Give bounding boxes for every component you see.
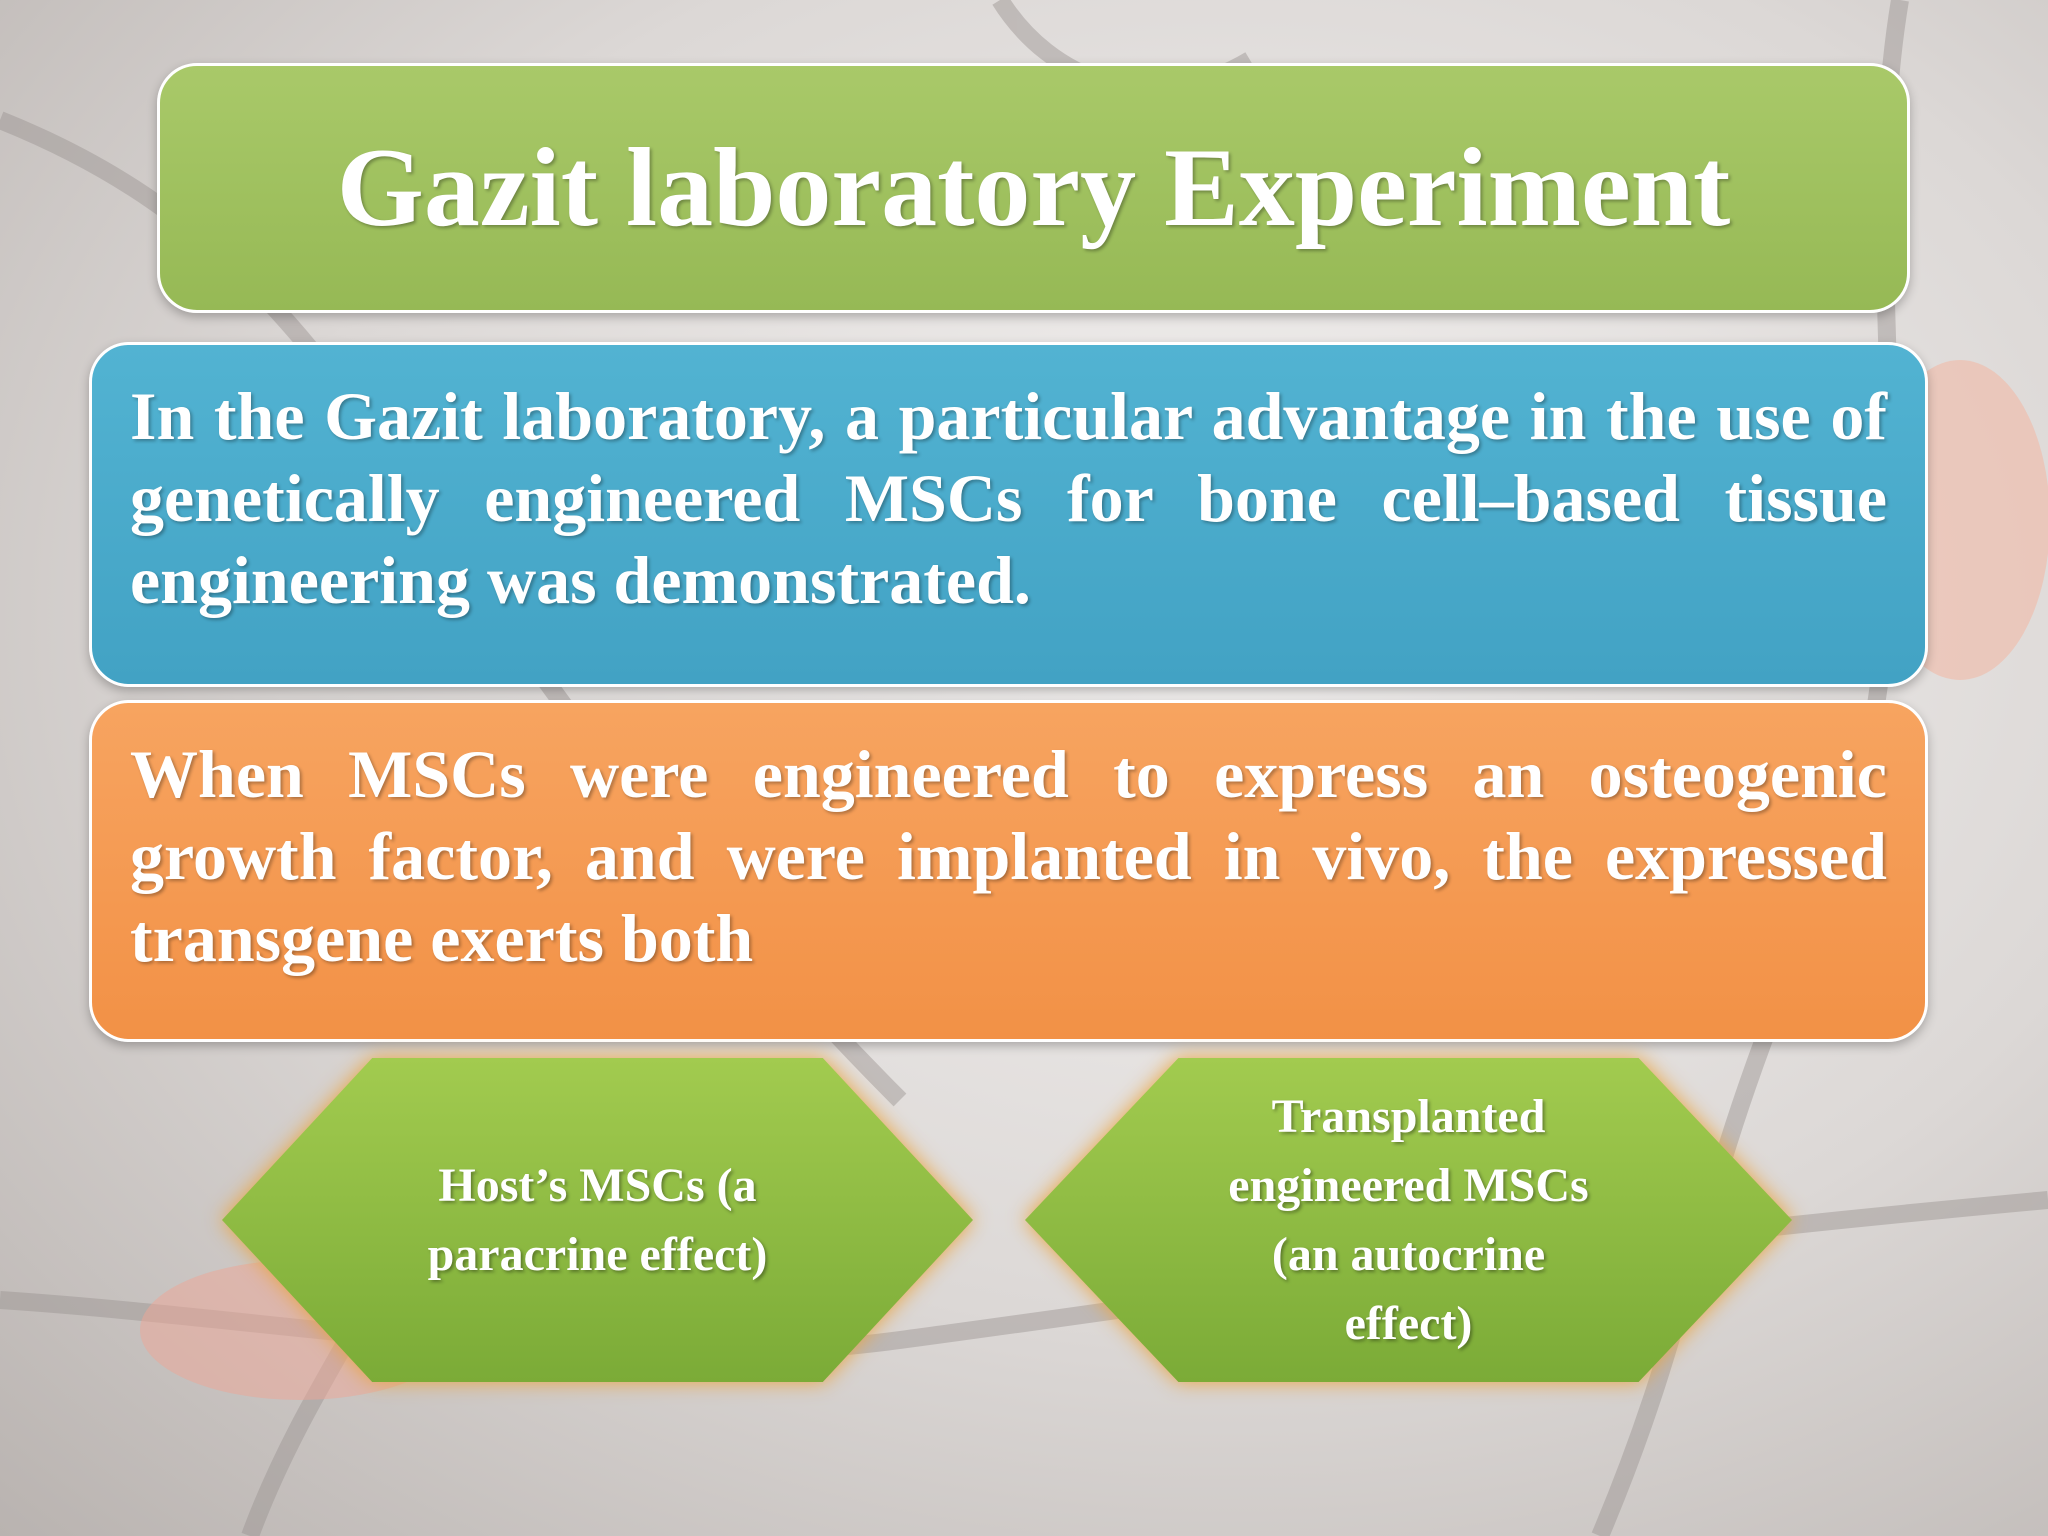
text-block: When MSCs were engineered to express an … bbox=[89, 700, 1928, 1042]
effect-hexagon: Host’s MSCs (a paracrine effect) bbox=[222, 1058, 973, 1382]
title: Gazit laboratory Experiment bbox=[157, 63, 1910, 313]
effect-hexagon: Transplanted engineered MSCs (an autocri… bbox=[1025, 1058, 1792, 1382]
effect-label: Host’s MSCs (a paracrine effect) bbox=[427, 1159, 768, 1281]
effect-label: Transplanted engineered MSCs (an autocri… bbox=[1228, 1090, 1589, 1350]
text-block: In the Gazit laboratory, a particular ad… bbox=[89, 342, 1928, 687]
